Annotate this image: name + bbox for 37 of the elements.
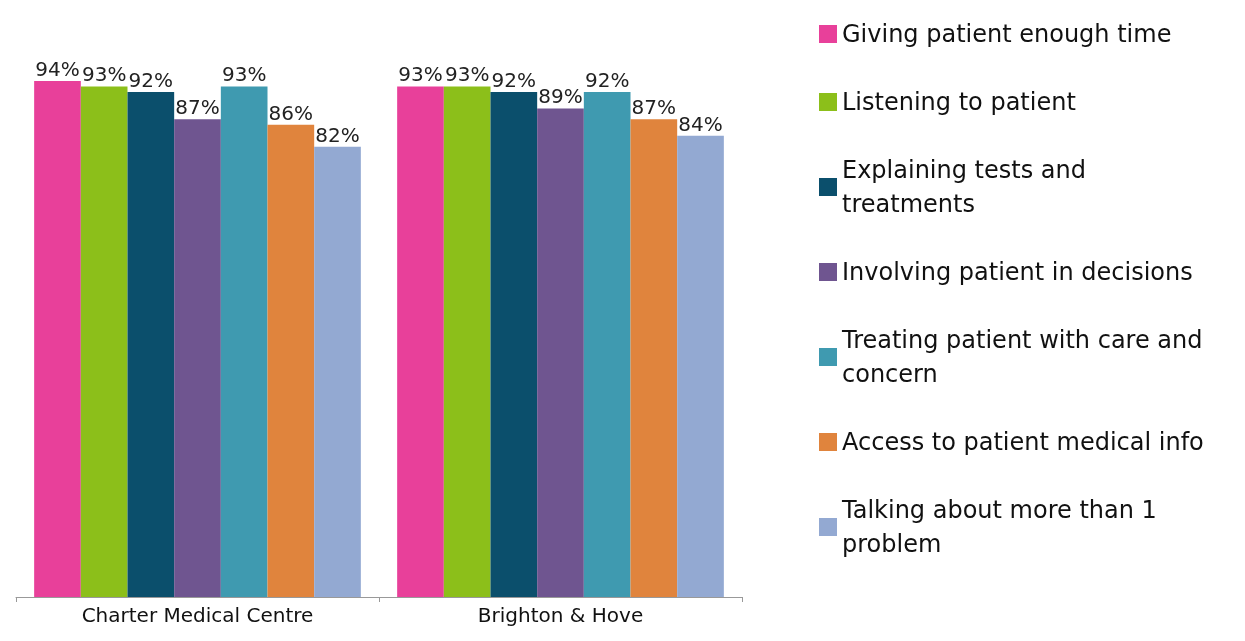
legend-label: Involving patient in decisions bbox=[842, 258, 1193, 286]
bar bbox=[583, 91, 631, 597]
bar bbox=[314, 146, 361, 597]
x-tick-label: Brighton & Hove bbox=[477, 603, 644, 627]
data-label: 92% bbox=[128, 67, 174, 92]
data-label: 93% bbox=[444, 62, 490, 87]
bar bbox=[677, 135, 724, 597]
data-label: 93% bbox=[398, 62, 443, 87]
legend-label: Talking about more than 1 problem bbox=[841, 496, 1165, 558]
data-label: 87% bbox=[175, 95, 220, 120]
bar bbox=[397, 86, 444, 597]
legend-label: Treating patient with care and concern bbox=[841, 326, 1211, 388]
legend-label: Listening to patient bbox=[842, 88, 1076, 116]
bar bbox=[537, 108, 584, 597]
data-label: 92% bbox=[491, 67, 537, 92]
legend-label: Giving patient enough time bbox=[842, 20, 1172, 48]
data-label: 89% bbox=[538, 84, 583, 109]
bar bbox=[490, 91, 538, 597]
bar bbox=[220, 86, 268, 597]
bar bbox=[174, 119, 221, 597]
bar bbox=[443, 86, 491, 597]
data-label: 93% bbox=[221, 62, 267, 87]
legend-label: Explaining tests and treatments bbox=[842, 156, 1094, 218]
bar bbox=[80, 86, 128, 597]
data-label: 92% bbox=[584, 67, 630, 92]
data-label: 86% bbox=[268, 100, 314, 125]
data-label: 94% bbox=[35, 56, 80, 81]
legend-label: Access to patient medical info bbox=[842, 428, 1204, 456]
data-label: 93% bbox=[81, 62, 127, 87]
bar bbox=[127, 91, 175, 597]
data-label: 84% bbox=[678, 111, 723, 136]
bar bbox=[34, 80, 81, 597]
data-label: 82% bbox=[315, 122, 360, 147]
bar bbox=[267, 124, 315, 597]
x-tick-label: Charter Medical Centre bbox=[81, 603, 314, 627]
bar bbox=[630, 119, 678, 597]
data-label: 87% bbox=[631, 95, 677, 120]
